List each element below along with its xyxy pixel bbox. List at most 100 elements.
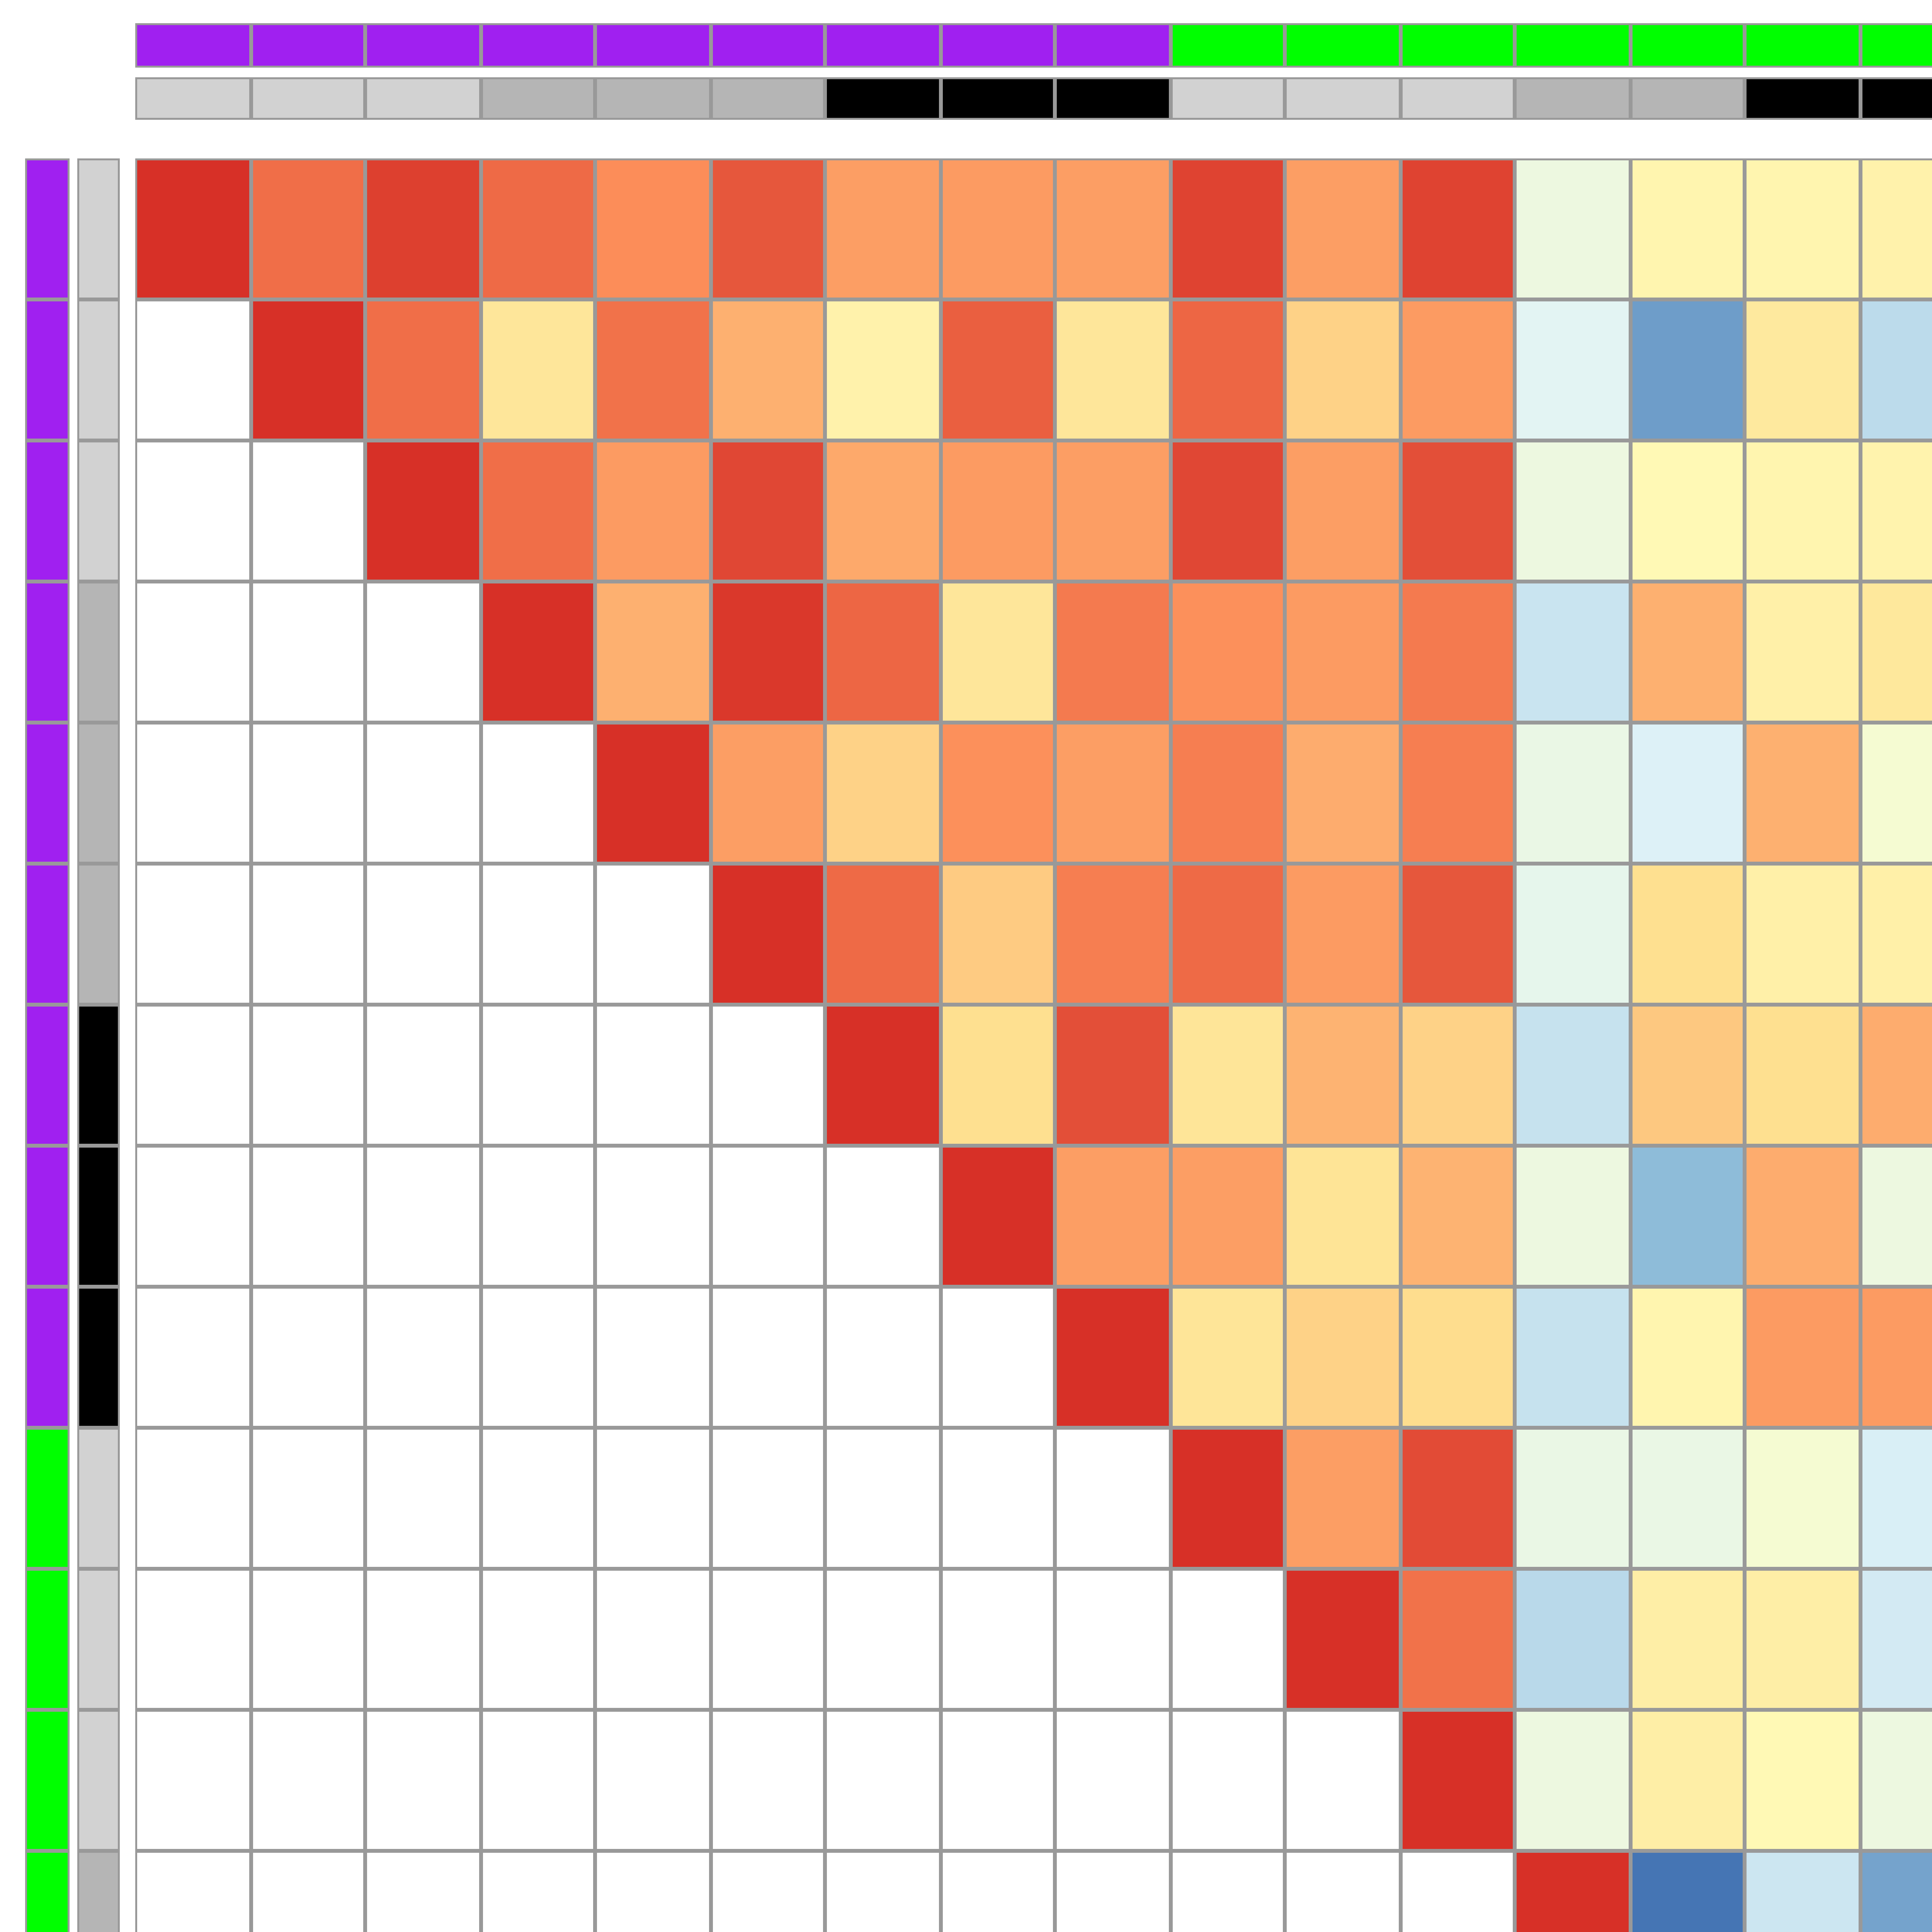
- heatmap-cell: [1515, 1428, 1630, 1569]
- heatmap-cell: [825, 299, 940, 440]
- heatmap-cell: [480, 1005, 595, 1146]
- affil-bar-segment: [25, 1005, 70, 1146]
- affil-bar-segment: [135, 23, 250, 68]
- affil-bar-segment: [1515, 23, 1630, 68]
- heatmap-cell: [135, 1851, 250, 1932]
- affil-bar-segment: [25, 864, 70, 1005]
- heatmap-cell: [1170, 299, 1285, 440]
- heatmap-cell: [825, 1851, 940, 1932]
- heatmap-cell: [1515, 1710, 1630, 1851]
- heatmap-cell: [1515, 299, 1630, 440]
- top-annotation-source-bar: [135, 77, 1932, 120]
- heatmap-cell: [365, 582, 480, 723]
- heatmap-cell: [595, 158, 710, 299]
- heatmap-cell: [595, 582, 710, 723]
- source-bar-segment: [77, 1287, 120, 1428]
- heatmap-cell: [1170, 1146, 1285, 1287]
- source-bar-segment: [1859, 77, 1932, 120]
- left-annotation-affil-bar: [25, 158, 70, 1932]
- heatmap-cell: [1285, 158, 1400, 299]
- source-bar-segment: [77, 158, 120, 299]
- heatmap-grid: [135, 158, 1932, 1932]
- heatmap-cell: [595, 1851, 710, 1932]
- heatmap-cell: [250, 1287, 365, 1428]
- heatmap-cell: [1629, 1851, 1745, 1932]
- heatmap-cell: [1859, 1710, 1932, 1851]
- heatmap-cell: [595, 1146, 710, 1287]
- heatmap-cell: [1745, 864, 1860, 1005]
- heatmap-cell: [250, 440, 365, 582]
- heatmap-cell: [1629, 1569, 1745, 1710]
- heatmap-cell: [135, 158, 250, 299]
- heatmap-cell: [825, 723, 940, 864]
- heatmap-cell: [1400, 723, 1515, 864]
- heatmap-cell: [940, 1428, 1055, 1569]
- heatmap-cell: [940, 440, 1055, 582]
- heatmap-cell: [480, 1428, 595, 1569]
- heatmap-cell: [940, 299, 1055, 440]
- heatmap-cell: [250, 723, 365, 864]
- heatmap-cell: [825, 582, 940, 723]
- source-bar-segment: [77, 299, 120, 440]
- heatmap-cell: [1629, 1005, 1745, 1146]
- source-bar-segment: [1400, 77, 1515, 120]
- source-bar-segment: [480, 77, 595, 120]
- heatmap-cell: [1859, 864, 1932, 1005]
- heatmap-cell: [1859, 1428, 1932, 1569]
- affil-bar-segment: [1859, 23, 1932, 68]
- affil-bar-segment: [25, 299, 70, 440]
- heatmap-cell: [710, 299, 825, 440]
- affil-bar-segment: [250, 23, 365, 68]
- heatmap-cell: [250, 158, 365, 299]
- heatmap-cell: [135, 723, 250, 864]
- heatmap-cell: [135, 1710, 250, 1851]
- heatmap-cell: [1859, 1569, 1932, 1710]
- heatmap-cell: [1285, 582, 1400, 723]
- heatmap-cell: [1285, 723, 1400, 864]
- heatmap-cell: [480, 864, 595, 1005]
- heatmap-cell: [1055, 1428, 1170, 1569]
- heatmap-cell: [1515, 158, 1630, 299]
- heatmap-cell: [365, 723, 480, 864]
- heatmap-cell: [1745, 582, 1860, 723]
- affil-bar-segment: [1055, 23, 1170, 68]
- heatmap-cell: [1285, 1428, 1400, 1569]
- heatmap-cell: [1515, 1851, 1630, 1932]
- affil-bar-segment: [25, 723, 70, 864]
- heatmap-cell: [1400, 582, 1515, 723]
- heatmap-cell: [940, 1005, 1055, 1146]
- heatmap-cell: [1629, 582, 1745, 723]
- heatmap-cell: [1859, 158, 1932, 299]
- heatmap-cell: [595, 1428, 710, 1569]
- affil-bar-segment: [595, 23, 710, 68]
- heatmap-cell: [135, 582, 250, 723]
- heatmap-cell: [1285, 1569, 1400, 1710]
- heatmap-cell: [825, 158, 940, 299]
- heatmap-cell: [1515, 582, 1630, 723]
- heatmap-cell: [940, 158, 1055, 299]
- heatmap-cell: [1170, 440, 1285, 582]
- heatmap-cell: [1629, 1287, 1745, 1428]
- heatmap-cell: [365, 864, 480, 1005]
- heatmap-cell: [1055, 1146, 1170, 1287]
- source-bar-segment: [825, 77, 940, 120]
- heatmap-cell: [1285, 1146, 1400, 1287]
- heatmap-cell: [1285, 1851, 1400, 1932]
- left-annotation-source-bar: [77, 158, 120, 1932]
- heatmap-cell: [135, 1146, 250, 1287]
- source-bar-segment: [1629, 77, 1745, 120]
- affil-bar-segment: [825, 23, 940, 68]
- heatmap-cell: [825, 1146, 940, 1287]
- heatmap-cell: [1745, 440, 1860, 582]
- heatmap-cell: [710, 1146, 825, 1287]
- affil-bar-segment: [25, 1287, 70, 1428]
- source-bar-segment: [77, 864, 120, 1005]
- heatmap-cell: [1055, 1851, 1170, 1932]
- affil-bar-segment: [25, 440, 70, 582]
- affil-bar-segment: [1629, 23, 1745, 68]
- heatmap-cell: [940, 582, 1055, 723]
- affil-bar-segment: [1745, 23, 1860, 68]
- heatmap-cell: [825, 440, 940, 582]
- heatmap-cell: [1515, 1569, 1630, 1710]
- heatmap-cell: [595, 1005, 710, 1146]
